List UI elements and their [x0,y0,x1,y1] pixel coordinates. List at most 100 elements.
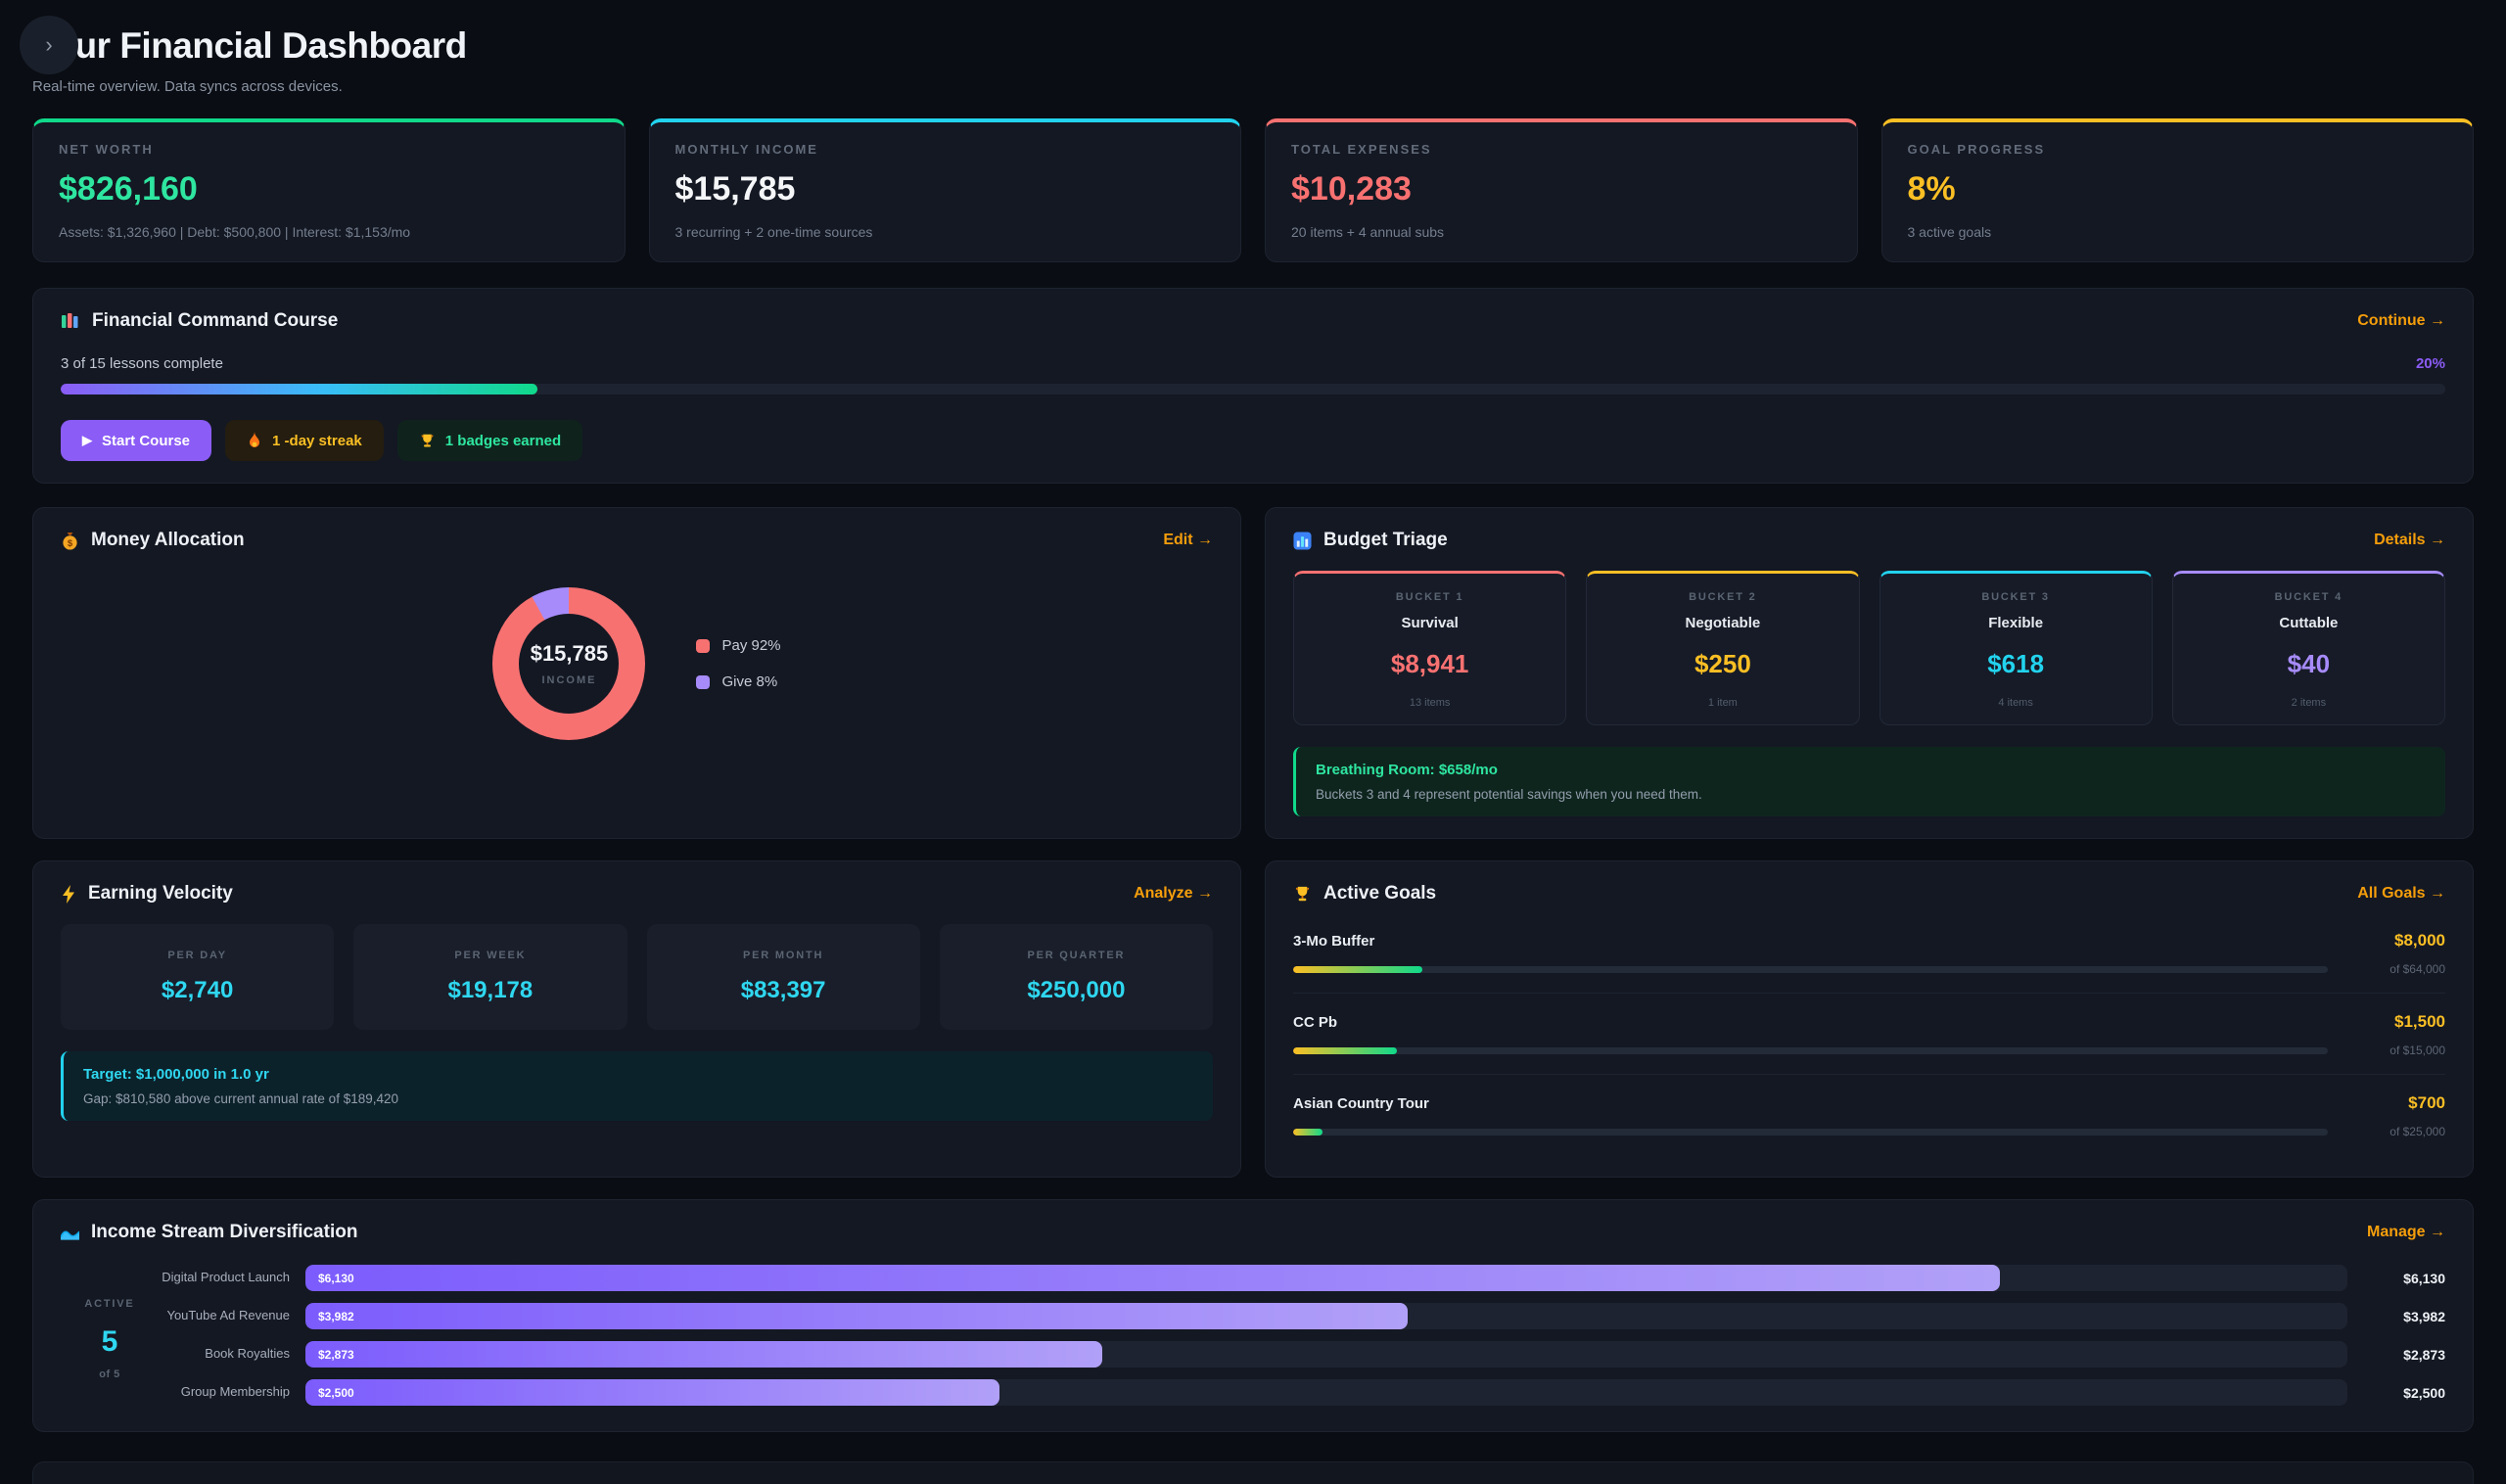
details-link[interactable]: Details → [2374,532,2445,548]
bucket-tag: BUCKET 1 [1395,591,1464,603]
legend-item-give: Give 8% [696,673,780,690]
legend-label: Pay 92% [721,637,781,654]
stat-card-total-expenses: TOTAL EXPENSES $10,283 20 items + 4 annu… [1265,118,1858,262]
color-key-title: COLOR KEY [59,1482,2447,1484]
allocation-legend: Pay 92% Give 8% [696,637,781,690]
stat-value: 8% [1907,170,1956,208]
tile-per-week: PER WEEK $19,178 [353,924,627,1030]
stream-label: Digital Product Launch [162,1270,290,1285]
goal-progress-fill [1293,1128,1323,1136]
goal-progress-fill [1293,1046,1397,1054]
stream-row-digital-product: Digital Product Launch $6,130 $6,130 [159,1265,2445,1291]
note-title: Breathing Room: $658/mo [1316,762,1498,778]
stream-label: Group Membership [180,1384,290,1400]
stream-fill: $3,982 [305,1303,1409,1329]
bucket-flexible[interactable]: BUCKET 3 Flexible $618 4 items [1879,571,2153,725]
active-label: ACTIVE [84,1298,135,1310]
tile-value: $250,000 [1027,977,1126,1003]
breathing-room-note: Breathing Room: $658/mo Buckets 3 and 4 … [1293,747,2445,816]
analyze-link[interactable]: Analyze → [1134,885,1213,902]
course-percent: 20% [2415,355,2445,372]
stat-subtext: 20 items + 4 annual subs [1291,224,1445,240]
active-streams-stat: ACTIVE 5 of 5 [61,1265,159,1406]
goal-progress-track [1293,1128,2328,1136]
play-icon: ▶ [82,433,92,447]
zap-icon [61,884,76,904]
stream-value: $2,500 [2403,1384,2445,1401]
buckets-row: BUCKET 1 Survival $8,941 13 items BUCKET… [1293,571,2445,725]
tile-label: PER QUARTER [1027,950,1126,961]
stream-label: YouTube Ad Revenue [166,1308,290,1323]
give-swatch [696,674,711,689]
stream-bar-label: $6,130 [318,1271,354,1285]
goal-value: $8,000 [2394,931,2445,950]
fire-icon [247,432,262,449]
start-course-label: Start Course [102,432,191,449]
stream-fill: $2,500 [305,1379,1000,1406]
course-progress-fill [61,384,538,394]
velocity-title: Earning Velocity [88,883,233,904]
start-course-button[interactable]: ▶ Start Course [61,420,212,461]
edit-link[interactable]: Edit → [1163,532,1213,548]
bucket-value: $250 [1694,649,1751,678]
goal-name: CC Pb [1293,1014,1337,1031]
income-streams-card: Income Stream Diversification Manage → A… [32,1199,2474,1432]
donut-center-value: $15,785 [530,641,609,666]
goal-name: Asian Country Tour [1293,1095,1429,1112]
goal-name: 3-Mo Buffer [1293,933,1375,950]
earning-velocity-card: Earning Velocity Analyze → PER DAY $2,74… [32,860,1241,1178]
bucket-value: $40 [2287,649,2331,678]
stream-track: $2,500 [305,1379,2347,1406]
tile-value: $2,740 [161,977,234,1003]
badges-earned-badge[interactable]: 1 badges earned [396,420,583,461]
stat-value: $826,160 [59,170,198,208]
stream-row-book: Book Royalties $2,873 $2,873 [159,1341,2445,1368]
income-title: Income Stream Diversification [91,1222,358,1242]
velocity-tiles: PER DAY $2,740 PER WEEK $19,178 PER MONT… [61,924,1213,1030]
donut-center-label: INCOME [541,674,597,686]
bucket-survival[interactable]: BUCKET 1 Survival $8,941 13 items [1293,571,1567,725]
moneybag-icon: $ [61,532,79,550]
goal-progress-track [1293,965,2328,973]
bar-chart-icon [1293,531,1312,550]
wave-icon [61,1225,79,1240]
sidebar-collapse-button[interactable]: › [20,16,78,74]
stream-track: $2,873 [305,1341,2347,1368]
stat-label: MONTHLY INCOME [674,142,818,157]
bucket-name: Cuttable [2279,615,2339,631]
bucket-cuttable[interactable]: BUCKET 4 Cuttable $40 2 items [2171,571,2445,725]
stat-subtext: 3 active goals [1907,224,1992,240]
active-goals-card: Active Goals All Goals → 3-Mo Buffer $8,… [1265,860,2474,1178]
stream-value: $3,982 [2403,1308,2445,1324]
active-count: 5 [101,1325,118,1358]
goal-target: of $15,000 [2390,1043,2445,1057]
bucket-tag: BUCKET 4 [2274,591,2344,603]
tile-per-quarter: PER QUARTER $250,000 [939,924,1213,1030]
note-title: Target: $1,000,000 in 1.0 yr [83,1066,269,1083]
streak-badge[interactable]: 1 -day streak [225,420,384,461]
stat-value: $15,785 [674,170,796,208]
all-goals-link[interactable]: All Goals → [2357,885,2445,902]
trophy-icon [419,433,436,449]
goal-progress-track [1293,1046,2328,1054]
pay-swatch [696,638,711,653]
stream-track: $6,130 [305,1265,2347,1291]
stat-card-net-worth: NET WORTH $826,160 Assets: $1,326,960 | … [32,118,626,262]
manage-link[interactable]: Manage → [2366,1224,2445,1240]
bucket-items: 1 item [1707,697,1738,709]
tile-per-month: PER MONTH $83,397 [646,924,920,1030]
tile-label: PER MONTH [743,950,824,961]
course-section: Financial Command Course Continue → 3 of… [32,288,2474,484]
stat-card-monthly-income: MONTHLY INCOME $15,785 3 recurring + 2 o… [648,118,1241,262]
goal-value: $700 [2408,1093,2445,1112]
money-allocation-card: $ Money Allocation Edit → $15,785 INCOME [32,507,1241,839]
legend-label: Give 8% [721,673,778,690]
legend-item-pay: Pay 92% [696,637,781,654]
tile-label: PER DAY [167,950,227,961]
allocation-donut: $15,785 INCOME [492,587,646,740]
tile-label: PER WEEK [454,950,527,961]
tile-per-day: PER DAY $2,740 [61,924,335,1030]
continue-link[interactable]: Continue → [2357,312,2445,329]
bucket-negotiable[interactable]: BUCKET 2 Negotiable $250 1 item [1586,571,1860,725]
books-icon [61,311,80,331]
